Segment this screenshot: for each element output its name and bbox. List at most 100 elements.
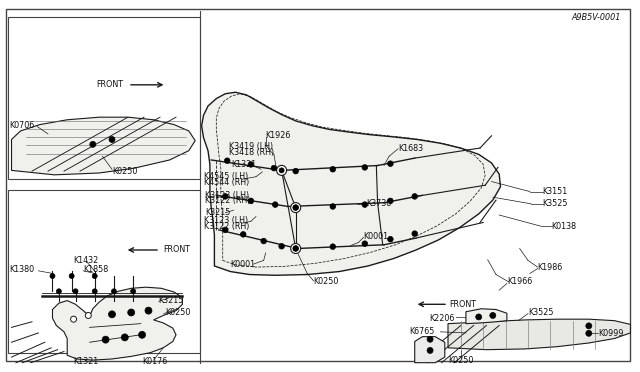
Circle shape — [85, 312, 92, 318]
Text: K4544 (RH): K4544 (RH) — [204, 178, 249, 187]
Polygon shape — [415, 337, 445, 363]
Text: K0001: K0001 — [364, 232, 388, 241]
Text: K0706: K0706 — [9, 121, 34, 130]
Text: K3738: K3738 — [366, 199, 391, 208]
Text: K1432: K1432 — [74, 256, 99, 265]
Text: K3419 (LH): K3419 (LH) — [229, 142, 273, 151]
Circle shape — [271, 165, 276, 171]
Circle shape — [291, 203, 301, 212]
Circle shape — [109, 137, 115, 142]
Polygon shape — [466, 309, 507, 324]
Text: K3123 (LH): K3123 (LH) — [204, 216, 248, 225]
Circle shape — [261, 238, 266, 244]
Polygon shape — [202, 92, 500, 275]
Text: K3122 (RH): K3122 (RH) — [204, 222, 249, 231]
Bar — [8, 190, 200, 353]
Circle shape — [362, 202, 367, 208]
Circle shape — [92, 289, 97, 294]
Circle shape — [225, 158, 230, 164]
Text: A9B5V-0001: A9B5V-0001 — [572, 13, 621, 22]
Circle shape — [388, 236, 393, 242]
Circle shape — [412, 193, 417, 199]
Circle shape — [330, 203, 335, 209]
Circle shape — [223, 227, 228, 233]
Circle shape — [388, 161, 393, 167]
Circle shape — [293, 205, 298, 211]
Circle shape — [73, 289, 78, 294]
Circle shape — [145, 307, 152, 314]
Circle shape — [50, 273, 55, 279]
Text: K1926: K1926 — [266, 131, 291, 140]
Circle shape — [427, 347, 433, 353]
Circle shape — [490, 312, 496, 318]
Text: K0176: K0176 — [142, 357, 167, 366]
Circle shape — [293, 246, 298, 251]
Circle shape — [111, 289, 116, 294]
Circle shape — [293, 205, 298, 210]
Text: K2206: K2206 — [429, 314, 454, 323]
Text: K6765: K6765 — [410, 327, 435, 336]
Text: K3418 (RH): K3418 (RH) — [229, 148, 275, 157]
Text: K1321: K1321 — [232, 160, 257, 169]
Text: K0999: K0999 — [598, 329, 623, 338]
Circle shape — [476, 314, 482, 320]
Text: K0001: K0001 — [230, 260, 255, 269]
Text: K1858: K1858 — [83, 265, 108, 274]
Polygon shape — [448, 319, 630, 350]
Circle shape — [102, 336, 109, 343]
Text: K1986: K1986 — [538, 263, 563, 272]
Circle shape — [56, 289, 61, 294]
Circle shape — [427, 336, 433, 342]
Text: K0250: K0250 — [112, 167, 138, 176]
Circle shape — [412, 231, 417, 237]
Bar — [8, 17, 200, 179]
Circle shape — [362, 164, 367, 170]
Circle shape — [293, 168, 298, 174]
Circle shape — [90, 141, 96, 147]
Text: K1380: K1380 — [9, 265, 34, 274]
Circle shape — [586, 323, 592, 329]
Circle shape — [330, 244, 335, 250]
Text: K1966: K1966 — [507, 278, 532, 286]
Polygon shape — [12, 117, 195, 175]
Text: K0138: K0138 — [552, 222, 577, 231]
Polygon shape — [52, 287, 182, 360]
Circle shape — [70, 316, 77, 322]
Text: K0250: K0250 — [448, 356, 474, 365]
Text: K3122 (RH): K3122 (RH) — [205, 196, 250, 205]
Circle shape — [330, 166, 335, 172]
Circle shape — [276, 166, 287, 175]
Circle shape — [293, 246, 298, 251]
Text: FRONT: FRONT — [96, 80, 123, 89]
Circle shape — [291, 244, 301, 253]
Circle shape — [248, 161, 253, 167]
Circle shape — [273, 202, 278, 208]
Circle shape — [122, 334, 128, 341]
Text: K3151: K3151 — [543, 187, 568, 196]
Text: K3525: K3525 — [528, 308, 554, 317]
Circle shape — [279, 243, 284, 249]
Circle shape — [69, 273, 74, 279]
Text: FRONT: FRONT — [163, 246, 190, 254]
Text: K0250: K0250 — [165, 308, 191, 317]
Circle shape — [586, 330, 592, 336]
Text: K3123 (LH): K3123 (LH) — [205, 191, 249, 200]
Text: K4545 (LH): K4545 (LH) — [204, 172, 248, 181]
Circle shape — [128, 309, 134, 316]
Circle shape — [223, 193, 228, 199]
Text: K1683: K1683 — [398, 144, 423, 153]
Text: K0250: K0250 — [314, 278, 339, 286]
Circle shape — [362, 241, 367, 247]
Circle shape — [92, 273, 97, 279]
Text: K3215: K3215 — [159, 296, 184, 305]
Text: K3215: K3215 — [205, 208, 230, 217]
Circle shape — [109, 311, 115, 318]
Text: FRONT: FRONT — [449, 300, 476, 309]
Circle shape — [388, 198, 393, 204]
Circle shape — [139, 331, 145, 338]
Circle shape — [248, 198, 253, 204]
Circle shape — [241, 231, 246, 237]
Text: K3525: K3525 — [543, 199, 568, 208]
Text: K1321: K1321 — [74, 357, 99, 366]
Circle shape — [279, 168, 284, 173]
